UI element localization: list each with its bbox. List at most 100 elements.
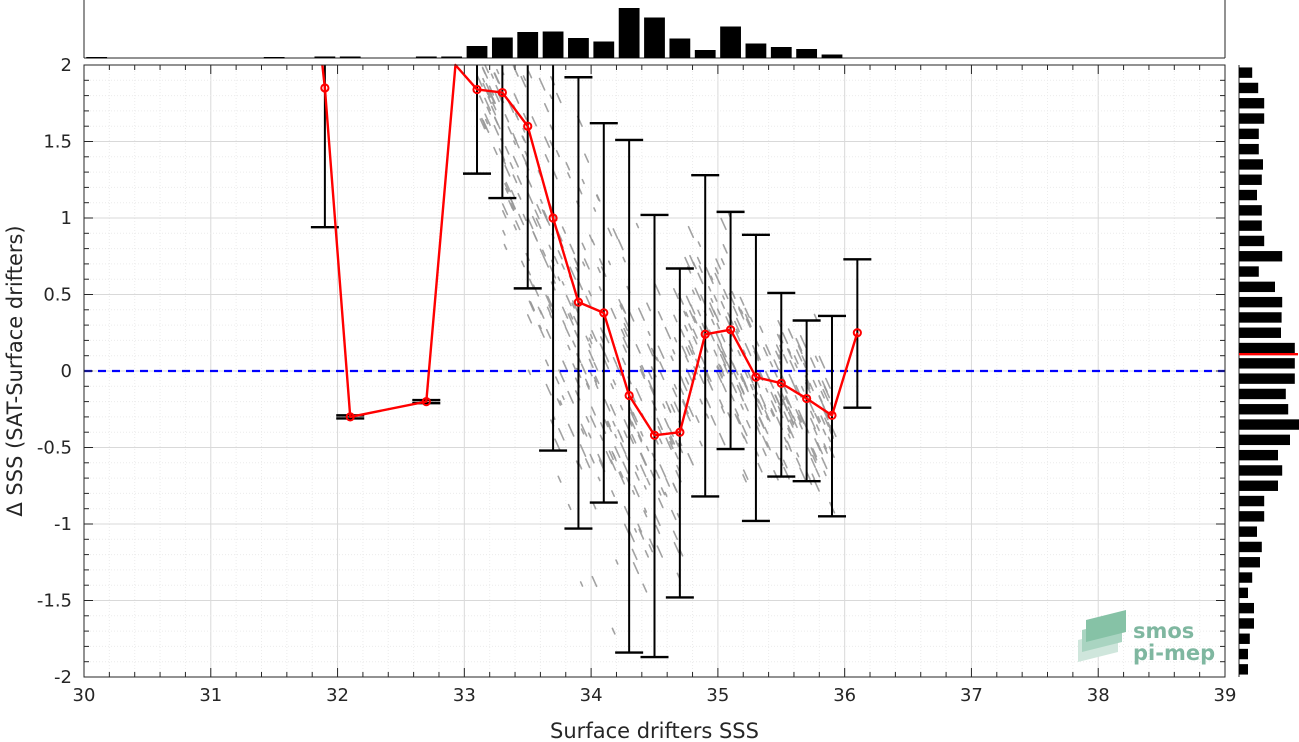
top-hist-bar	[568, 38, 589, 58]
scatter-point	[787, 406, 792, 414]
top-hist-bar	[263, 57, 285, 59]
scatter-point	[504, 187, 509, 194]
scatter-point	[765, 387, 769, 393]
scatter-point	[718, 432, 726, 446]
scatter-point	[482, 77, 486, 83]
scatter-point	[584, 153, 590, 163]
top-hist-bar	[821, 54, 843, 58]
scatter-point	[738, 382, 745, 395]
right-hist-bar	[1239, 128, 1259, 140]
scatter-point	[588, 290, 592, 297]
scatter-point	[720, 333, 726, 343]
scatter-point	[721, 383, 727, 393]
top-hist-bar	[491, 37, 513, 58]
scatter-point	[749, 316, 754, 323]
scatter-point	[719, 353, 727, 367]
scatter-point	[565, 161, 571, 171]
scatter-point	[644, 550, 650, 558]
scatter-point	[642, 583, 648, 593]
scatter-point	[673, 541, 680, 554]
scatter-point	[612, 356, 618, 365]
scatter-point	[757, 462, 763, 473]
mean-point	[827, 410, 837, 420]
scatter-point	[715, 258, 722, 270]
scatter-point	[657, 345, 665, 359]
scatter-point	[546, 306, 552, 315]
scatter-point	[493, 72, 501, 85]
scatter-point	[680, 328, 685, 338]
scatter-point	[544, 359, 549, 367]
scatter-point	[756, 381, 761, 389]
scatter-point	[557, 276, 561, 282]
scatter-point	[825, 377, 831, 389]
scatter-point	[685, 346, 691, 356]
scatter-point	[598, 258, 604, 266]
right-hist-bar	[1239, 648, 1248, 660]
mean-point	[649, 430, 660, 440]
scatter-point	[599, 434, 604, 441]
scatter-point	[821, 457, 828, 470]
scatter-point	[759, 394, 767, 407]
scatter-point	[520, 260, 525, 268]
scatter-point	[514, 112, 519, 118]
scatter-point	[676, 464, 680, 472]
scatter-point	[827, 436, 832, 443]
scatter-point	[774, 394, 781, 406]
scatter-point	[764, 409, 771, 422]
top-hist-bar	[593, 41, 615, 58]
scatter-point	[562, 360, 568, 371]
right-hist-bar	[1239, 572, 1253, 583]
scatter-point	[590, 406, 596, 416]
scatter-point	[710, 275, 714, 281]
scatter-point	[669, 440, 674, 450]
scatter-point	[759, 372, 763, 378]
scatter-point	[490, 73, 495, 79]
scatter-point	[744, 403, 749, 412]
scatter-point	[479, 95, 484, 104]
top-hist-bar	[314, 56, 336, 58]
scatter-point	[762, 347, 769, 357]
scatter-point	[787, 433, 791, 439]
scatter-point	[725, 316, 731, 327]
scatter-point	[538, 324, 545, 338]
scatter-point	[773, 470, 779, 481]
scatter-point	[646, 302, 651, 312]
scatter-point	[554, 438, 561, 451]
scatter-point	[623, 322, 629, 332]
scatter-point	[781, 399, 789, 412]
scatter-point	[589, 453, 595, 464]
scatter-point	[655, 356, 660, 362]
scatter-point	[549, 313, 553, 319]
scatter-point	[578, 463, 583, 470]
scatter-point	[494, 92, 500, 103]
scatter-point	[718, 399, 724, 408]
scatter-point	[591, 575, 598, 588]
scatter-point	[799, 334, 807, 349]
scatter-point	[538, 324, 542, 330]
scatter-point	[603, 398, 611, 412]
scatter-point	[740, 373, 747, 385]
scatter-point	[483, 123, 487, 130]
scatter-point	[571, 302, 575, 309]
scatter-point	[527, 369, 532, 376]
scatter-point	[699, 440, 703, 447]
scatter-point	[773, 370, 778, 378]
scatter-point	[745, 318, 751, 328]
scatter-point	[775, 452, 780, 460]
top-hist-bar	[770, 47, 792, 58]
scatter-point	[782, 459, 788, 469]
scatter-point	[699, 398, 704, 405]
scatter-point	[814, 355, 819, 363]
scatter-point	[681, 345, 688, 357]
scatter-point	[681, 379, 688, 392]
scatter-point	[813, 313, 818, 321]
scatter-point	[479, 118, 486, 130]
scatter-point	[645, 445, 650, 452]
scatter-point	[798, 422, 803, 430]
right-hist-bar	[1239, 312, 1282, 323]
scatter-point	[635, 387, 643, 402]
scatter-point	[632, 411, 638, 423]
scatter-point	[528, 300, 535, 312]
scatter-point	[815, 424, 820, 432]
